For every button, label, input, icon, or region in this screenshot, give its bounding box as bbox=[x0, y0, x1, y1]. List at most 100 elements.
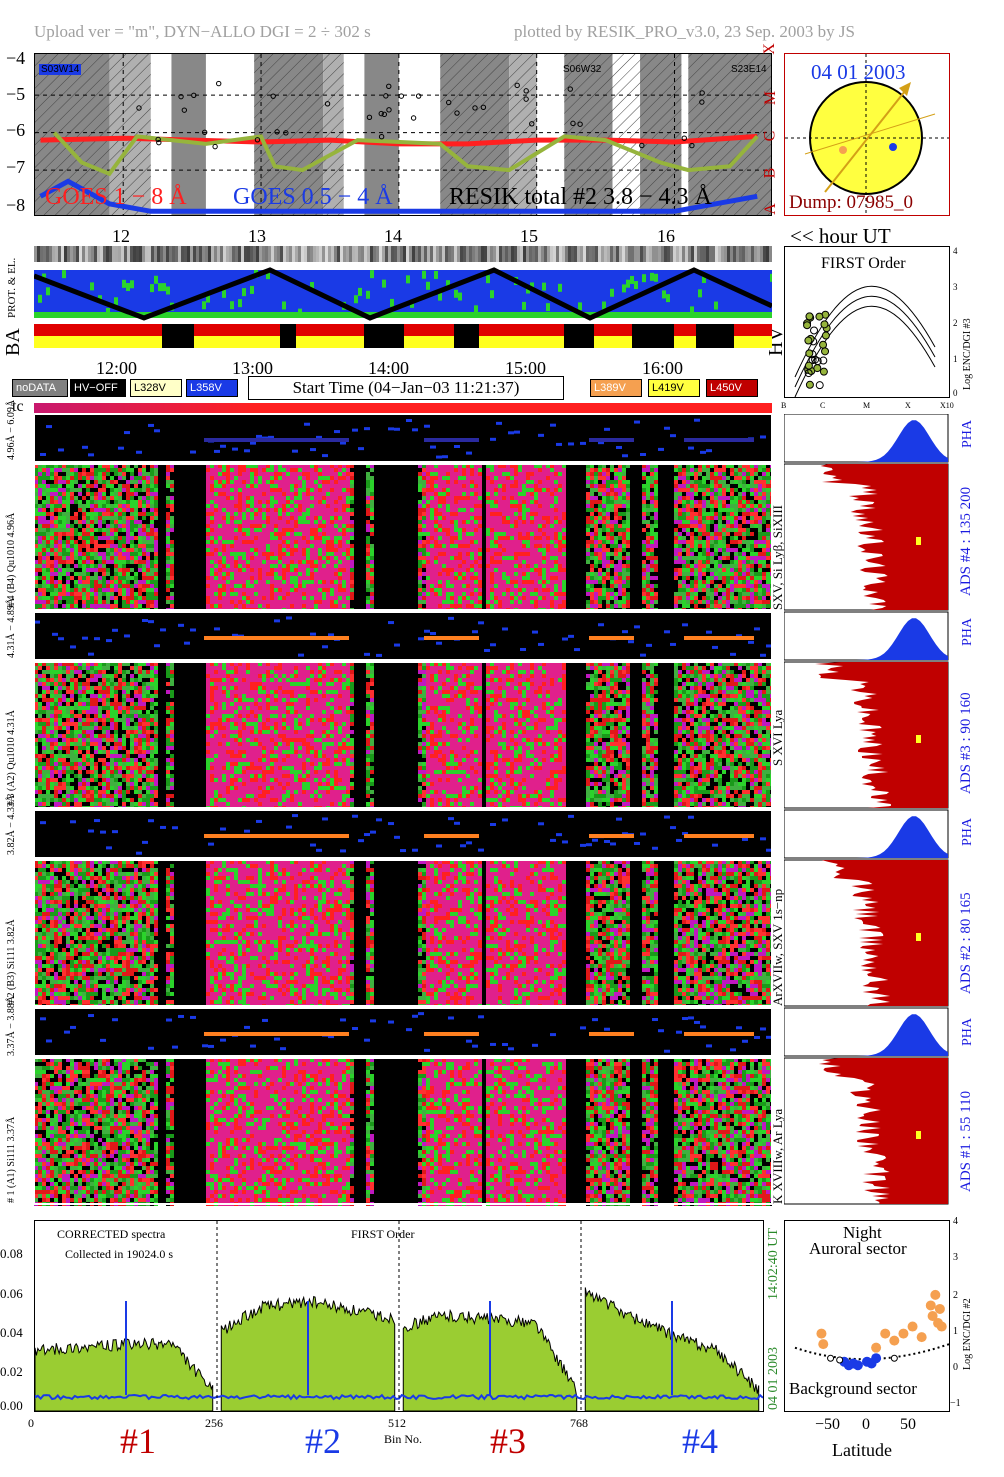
spectrogram-cell bbox=[294, 496, 298, 500]
spectrogram-cell bbox=[90, 564, 94, 568]
spectrogram-cell bbox=[474, 604, 478, 608]
spectrogram-cell bbox=[214, 532, 218, 536]
spectrogram-cell bbox=[294, 468, 298, 472]
spectrogram-cell bbox=[246, 520, 250, 524]
spectrogram-cell bbox=[494, 564, 498, 568]
spectrogram-cell bbox=[138, 576, 142, 580]
spectrogram-cell bbox=[430, 588, 434, 592]
spectrogram-cell bbox=[302, 576, 306, 580]
spectrogram-cell bbox=[238, 492, 242, 496]
hv-off-block bbox=[696, 324, 734, 348]
spectrogram-cell bbox=[346, 468, 350, 472]
spectrogram-cell bbox=[598, 524, 602, 528]
spectrogram-cell bbox=[206, 468, 210, 472]
spectrogram-cell bbox=[294, 600, 298, 604]
spectrogram-cell bbox=[318, 492, 322, 496]
spectrogram-cell bbox=[106, 548, 110, 552]
spectrogram-cell bbox=[254, 560, 258, 564]
spectrogram-cell bbox=[226, 500, 230, 504]
spectrogram-cell bbox=[458, 576, 462, 580]
spectrogram-cell bbox=[282, 564, 286, 568]
spectrogram-cell bbox=[494, 496, 498, 500]
spectrogram-cell bbox=[542, 532, 546, 536]
spectrogram-cell bbox=[302, 492, 306, 496]
spectrogram-cell bbox=[510, 488, 514, 492]
spectrogram-cell bbox=[334, 564, 338, 568]
spectrogram-cell bbox=[86, 564, 90, 568]
spectrogram-cell bbox=[542, 560, 546, 564]
spectrogram-cell bbox=[606, 532, 610, 536]
spectrogram-cell bbox=[514, 568, 518, 572]
spectrogram-cell bbox=[526, 512, 530, 516]
spectrogram-cell bbox=[146, 532, 150, 536]
spectrogram-cell bbox=[470, 472, 474, 476]
spectrogram-cell bbox=[418, 552, 422, 556]
spectrogram-cell bbox=[558, 604, 562, 608]
particle-cell bbox=[652, 246, 655, 262]
spectrogram-cell bbox=[622, 520, 626, 524]
spectrogram-cell bbox=[286, 484, 290, 488]
spectrogram-cell bbox=[334, 476, 338, 480]
spectrogram-cell bbox=[590, 480, 594, 484]
spectrogram-cell bbox=[342, 508, 346, 512]
spectrogram-cell bbox=[446, 480, 450, 484]
spectrogram-cell bbox=[150, 560, 154, 564]
spectrogram-cell bbox=[446, 468, 450, 472]
spectrogram-cell bbox=[590, 564, 594, 568]
spectrogram-cell bbox=[318, 604, 322, 608]
spectrogram-cell bbox=[554, 524, 558, 528]
spectrogram-cell bbox=[526, 488, 530, 492]
spectrogram-cell bbox=[274, 512, 278, 516]
spectrogram-cell bbox=[306, 468, 310, 472]
spectrogram-cell bbox=[258, 568, 262, 572]
spectrogram-cell bbox=[126, 584, 130, 588]
spectrogram-cell bbox=[614, 484, 618, 488]
spectrogram-cell bbox=[474, 568, 478, 572]
spectrogram-cell bbox=[298, 492, 302, 496]
spectrogram-cell bbox=[282, 484, 286, 488]
spectrogram-cell bbox=[454, 560, 458, 564]
spectrogram-cell bbox=[42, 560, 46, 564]
spectrogram-cell bbox=[122, 568, 126, 572]
spectrogram-cell bbox=[606, 596, 610, 600]
spectrogram-cell bbox=[366, 560, 370, 564]
particle-cell bbox=[658, 246, 661, 262]
spectrogram-cell bbox=[102, 468, 106, 472]
spectrogram-cell bbox=[78, 532, 82, 536]
spectrogram-cell bbox=[338, 480, 342, 484]
spectrogram-cell bbox=[166, 580, 170, 584]
spectrogram-cell bbox=[478, 596, 482, 600]
prot-cell bbox=[422, 270, 426, 279]
spectrogram-cell bbox=[218, 532, 222, 536]
spectrogram-cell bbox=[110, 504, 114, 508]
spectrogram-cell bbox=[430, 464, 434, 468]
spectrogram-cell bbox=[538, 560, 542, 564]
spectrogram-cell bbox=[150, 520, 154, 524]
spectrogram-cell bbox=[206, 472, 210, 476]
spectrogram-cell bbox=[130, 600, 134, 604]
spectrogram-cell bbox=[306, 524, 310, 528]
spectrogram-cell bbox=[366, 476, 370, 480]
spectrogram-cell bbox=[590, 516, 594, 520]
spectrogram-cell bbox=[314, 576, 318, 580]
spectrogram-cell bbox=[230, 604, 234, 608]
spectrogram-cell bbox=[586, 520, 590, 524]
spectrogram-cell bbox=[346, 472, 350, 476]
pha-count bbox=[352, 428, 358, 432]
spectrogram-cell bbox=[562, 544, 566, 548]
spectrogram-cell bbox=[350, 592, 354, 596]
pha-count bbox=[670, 434, 676, 438]
spectrogram-cell bbox=[450, 472, 454, 476]
spectrogram-cell bbox=[418, 588, 422, 592]
spectrogram-cell bbox=[474, 572, 478, 576]
spectrogram-cell bbox=[66, 604, 70, 608]
spectrogram-cell bbox=[286, 592, 290, 596]
spectrogram-cell bbox=[554, 504, 558, 508]
spectrogram-cell bbox=[562, 572, 566, 576]
spectrogram-cell bbox=[590, 496, 594, 500]
particle-cell bbox=[349, 246, 352, 262]
spectrogram-cell bbox=[486, 540, 490, 544]
legend-l419: L419V bbox=[648, 379, 700, 397]
spectrogram-cell bbox=[462, 588, 466, 592]
spectrogram-cell bbox=[134, 572, 138, 576]
